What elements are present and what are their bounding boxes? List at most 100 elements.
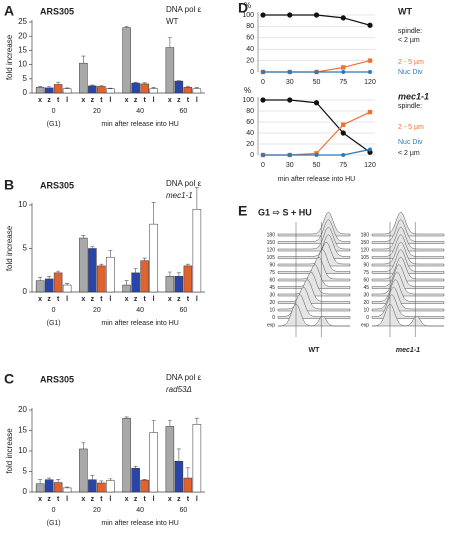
timepoint-label: 90 (363, 262, 369, 268)
bar (140, 260, 149, 293)
panel-label: B (4, 177, 14, 193)
series-label: l (109, 496, 111, 503)
strain-label: WT (309, 347, 321, 354)
legend-label: < 2 µm (398, 37, 420, 44)
error-bar (151, 419, 156, 433)
series-label: l (196, 496, 198, 503)
bar (62, 88, 72, 94)
marker (340, 130, 346, 136)
legend-label: < 2 µm (398, 150, 420, 157)
error-bar (194, 417, 199, 425)
bar (192, 88, 202, 94)
x-tick-label: 120 (364, 162, 376, 169)
marker (341, 153, 346, 157)
genotype: rad53Δ (166, 385, 192, 394)
series-label: x (125, 97, 129, 104)
x-tick-label: 75 (339, 162, 347, 169)
error-bar (90, 84, 95, 86)
marker (287, 70, 292, 74)
marker (367, 22, 373, 28)
bar (174, 461, 184, 493)
series-label: l (196, 296, 198, 303)
series-label: l (66, 496, 68, 503)
y-tick-label: 100 (242, 97, 254, 104)
y-axis-label: fold increase (5, 34, 14, 80)
y-tick-label: 0 (250, 152, 254, 159)
histogram (371, 241, 445, 267)
marker (260, 12, 266, 18)
y-tick-label: 20 (246, 141, 254, 148)
x-axis-label: min after release into HU (278, 176, 355, 183)
panel-label: E (238, 203, 247, 219)
y-tick-label: 80 (246, 23, 254, 30)
bar (149, 223, 158, 293)
error-bar (38, 276, 43, 281)
marker (261, 153, 265, 157)
series-label: t (187, 296, 190, 303)
chart-title: ARS305 (40, 374, 74, 384)
timepoint-label: 105 (267, 255, 276, 261)
chart-title: mec1-1 (398, 91, 429, 101)
chart-subtitle: DNA pol ε (166, 179, 202, 188)
legend-label: 2 - 5 µm (398, 59, 424, 66)
series-label: t (57, 496, 60, 503)
series-label: t (143, 97, 146, 104)
marker (340, 15, 346, 21)
timepoint-label: 20 (363, 300, 369, 306)
bar (106, 88, 115, 94)
timepoint-label: exp (267, 322, 275, 328)
bar (140, 83, 149, 94)
marker (314, 70, 319, 74)
marker (287, 97, 293, 103)
category-note: (G1) (47, 520, 61, 527)
timepoint-label: exp (361, 322, 369, 328)
error-bar (167, 419, 172, 427)
error-bar (81, 442, 86, 449)
error-bar (47, 477, 52, 480)
series-label: z (134, 296, 138, 303)
x-tick-label: 60 (179, 108, 187, 115)
genotype: WT (166, 17, 179, 26)
histogram (371, 256, 445, 282)
error-bar (151, 202, 156, 225)
series-label: x (168, 296, 172, 303)
bar (149, 432, 158, 493)
error-bar (124, 280, 129, 286)
series-label: x (125, 296, 129, 303)
series-label: t (100, 296, 103, 303)
genotype: mec1-1 (166, 191, 193, 200)
timepoint-label: 20 (269, 300, 275, 306)
error-bar (194, 87, 199, 89)
series-label: x (168, 97, 172, 104)
timepoint-label: 105 (361, 255, 370, 261)
y-tick-label: 25 (18, 17, 27, 26)
timepoint-label: 30 (269, 292, 275, 298)
bar (97, 86, 106, 94)
x-axis-label: min after release into HU (101, 320, 178, 327)
bar (122, 417, 131, 493)
y-tick-label: 60 (246, 35, 254, 42)
series-label: x (38, 97, 42, 104)
marker (367, 109, 373, 115)
x-tick-label: 30 (286, 79, 294, 86)
chart-title: ARS305 (40, 6, 74, 16)
series-label: x (125, 496, 129, 503)
series-label: z (47, 496, 51, 503)
series-label: z (47, 296, 51, 303)
error-bar (65, 486, 70, 488)
error-bar (47, 276, 52, 279)
error-bar (185, 467, 190, 479)
histogram (371, 219, 445, 244)
chart-subtitle: DNA pol ε (166, 5, 202, 14)
error-bar (142, 257, 147, 261)
y-tick-label: 5 (23, 467, 28, 476)
series-label: t (100, 496, 103, 503)
error-bar (176, 80, 181, 82)
series-label: z (177, 296, 181, 303)
error-bar (194, 187, 199, 210)
timepoint-label: 45 (363, 285, 369, 291)
bar (165, 47, 175, 94)
series-label: z (91, 296, 95, 303)
series-label: l (153, 97, 155, 104)
series-label: z (91, 496, 95, 503)
